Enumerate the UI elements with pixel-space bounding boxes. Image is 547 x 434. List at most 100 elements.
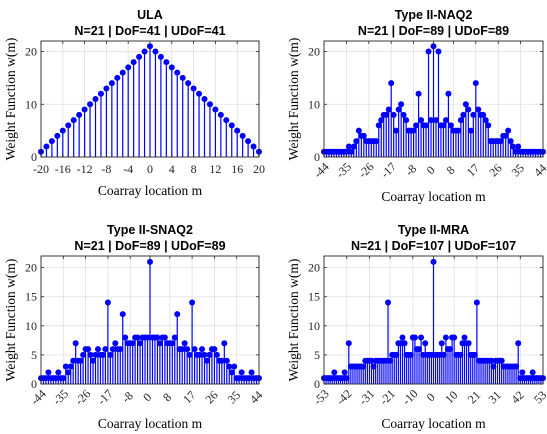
stem-marker xyxy=(186,351,193,358)
stem-marker xyxy=(529,369,536,376)
x-tick-label: -26 xyxy=(72,387,93,408)
stem-marker xyxy=(401,340,408,347)
x-tick-label: 35 xyxy=(225,388,243,406)
stem-marker xyxy=(114,74,121,81)
stem-marker xyxy=(212,106,219,113)
stem-marker xyxy=(385,299,392,306)
stem-marker xyxy=(473,299,480,306)
stem-marker xyxy=(117,346,124,353)
x-tick-label: -10 xyxy=(399,387,420,408)
x-tick-label: -31 xyxy=(356,387,377,408)
y-tick-label: 15 xyxy=(25,290,37,304)
stem-marker xyxy=(144,334,151,341)
chart-title: Type II-NAQ2 xyxy=(395,8,473,22)
stem-marker xyxy=(191,346,198,353)
stem-marker xyxy=(397,340,404,347)
stem-marker xyxy=(462,101,469,108)
x-axis-label: Coarray location m xyxy=(98,183,203,198)
stem-marker xyxy=(92,351,99,358)
stem-marker xyxy=(517,375,524,382)
stem-marker xyxy=(447,122,454,129)
stem-marker xyxy=(238,369,245,376)
x-tick-label: 44 xyxy=(531,161,547,179)
stem-marker xyxy=(206,351,213,358)
stem-marker xyxy=(512,148,519,155)
stem-marker xyxy=(360,132,367,139)
stem-marker xyxy=(134,334,141,341)
stem-marker xyxy=(505,127,512,134)
stem-marker xyxy=(203,357,210,364)
stem-marker xyxy=(497,138,504,145)
stem-marker xyxy=(85,346,92,353)
stem-marker xyxy=(163,59,170,66)
chart-subtitle: N=21 | DoF=107 | UDoF=107 xyxy=(351,239,516,253)
stem-marker xyxy=(136,53,143,60)
stem-marker xyxy=(430,258,437,265)
stem-marker xyxy=(52,375,59,382)
stem-marker xyxy=(234,127,241,134)
stem-marker xyxy=(147,43,153,50)
stem-marker xyxy=(485,122,492,129)
x-axis-label: Coarray location m xyxy=(98,416,203,431)
data-series xyxy=(38,43,262,157)
stem-marker xyxy=(70,357,77,364)
stem-marker xyxy=(428,351,435,358)
stem-marker xyxy=(218,357,225,364)
stem-marker xyxy=(109,346,116,353)
x-tick-label: -17 xyxy=(378,160,399,181)
stem-marker xyxy=(179,346,186,353)
stem-marker xyxy=(407,351,414,358)
stem-marker xyxy=(416,346,423,353)
x-axis-label: Coarray location m xyxy=(381,189,486,204)
chart-subtitle: N=21 | DoF=89 | UDoF=89 xyxy=(74,239,225,253)
stem-marker xyxy=(102,346,109,353)
x-tick-label: 21 xyxy=(465,388,483,406)
stem-marker xyxy=(527,375,534,382)
stem-marker xyxy=(482,117,489,124)
stem-marker xyxy=(398,101,405,108)
x-tick-label: 12 xyxy=(209,162,221,176)
stem-marker xyxy=(459,340,466,347)
stem-marker xyxy=(515,143,522,150)
stem-marker xyxy=(156,340,163,347)
stem-marker xyxy=(87,351,94,358)
y-tick-label: 10 xyxy=(308,319,320,333)
x-tick-label: 20 xyxy=(253,162,265,176)
stem-marker xyxy=(345,340,352,347)
stem-marker xyxy=(329,375,336,382)
y-axis-label: Weight Function w(m) xyxy=(3,259,18,382)
stem-marker xyxy=(99,351,106,358)
stem-marker xyxy=(447,346,454,353)
stem-marker xyxy=(42,375,49,382)
stem-marker xyxy=(425,48,432,55)
stem-marker xyxy=(250,143,257,150)
stem-marker xyxy=(480,111,487,118)
stem-marker xyxy=(147,258,153,265)
stem-marker xyxy=(185,80,192,87)
stem-marker xyxy=(423,122,430,129)
stem-marker xyxy=(107,351,114,358)
stem-marker xyxy=(411,334,418,341)
stem-marker xyxy=(248,369,255,376)
x-tick-label: 4 xyxy=(169,162,175,176)
stem-marker xyxy=(65,369,72,376)
stem-marker xyxy=(465,340,472,347)
x-tick-label: -26 xyxy=(355,160,376,181)
y-tick-label: 10 xyxy=(25,319,37,333)
stem-marker xyxy=(184,346,191,353)
stem-marker xyxy=(399,334,406,341)
stem-marker xyxy=(467,127,474,134)
stem-marker xyxy=(420,351,427,358)
chart-title: ULA xyxy=(137,8,163,22)
stem-marker xyxy=(400,111,407,118)
data-series xyxy=(321,258,546,384)
stem-marker xyxy=(122,334,129,341)
stem-marker xyxy=(410,127,417,134)
stem-marker xyxy=(62,363,69,370)
y-tick-label: 20 xyxy=(25,45,37,59)
y-tick-label: 5 xyxy=(314,348,320,362)
stem-marker xyxy=(76,111,83,118)
stem-marker xyxy=(370,363,377,370)
stem-marker xyxy=(457,117,464,124)
